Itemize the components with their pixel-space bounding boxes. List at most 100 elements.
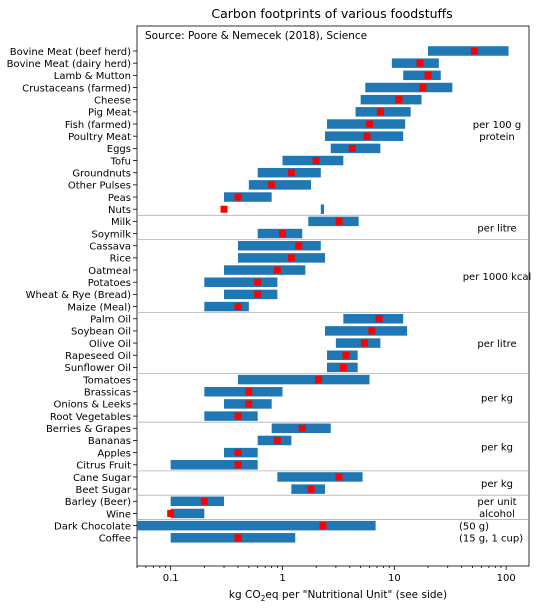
unit-group-label: per kg (481, 479, 513, 490)
median-marker-crustaceans-farmed (419, 84, 426, 91)
median-marker-berries-grapes (299, 425, 306, 432)
unit-group-label: protein (479, 132, 515, 143)
y-label-citrus-fruit: Citrus Fruit (76, 461, 131, 472)
median-marker-soybean-oil (368, 327, 375, 334)
y-label-bovine-meat-dairy-herd: Bovine Meat (dairy herd) (7, 59, 131, 70)
y-label-dark-chocolate: Dark Chocolate (54, 521, 131, 532)
median-marker-olive-oil (361, 340, 368, 347)
y-label-fish-farmed: Fish (farmed) (65, 120, 131, 131)
y-label-palm-oil: Palm Oil (90, 315, 131, 326)
y-label-oatmeal: Oatmeal (88, 266, 131, 277)
median-marker-citrus-fruit (234, 461, 241, 468)
range-bar-soybean-oil (325, 326, 407, 336)
plot-area (137, 26, 529, 566)
y-label-wine: Wine (106, 509, 131, 520)
range-bar-olive-oil (336, 338, 381, 348)
y-label-olive-oil: Olive Oil (89, 339, 131, 350)
y-label-cassava: Cassava (89, 242, 131, 253)
unit-group-label: alcohol (479, 509, 515, 520)
median-marker-soymilk (279, 230, 286, 237)
range-bar-peas (224, 192, 272, 202)
y-label-apples: Apples (97, 448, 131, 459)
range-bar-maize-meal (204, 302, 249, 312)
y-label-cane-sugar: Cane Sugar (73, 473, 132, 484)
median-marker-eggs (349, 145, 356, 152)
y-label-sunflower-oil: Sunflower Oil (65, 363, 132, 374)
range-bar-milk (308, 217, 358, 227)
median-marker-beet-sugar (308, 486, 315, 493)
y-label-eggs: Eggs (107, 144, 131, 155)
median-marker-cassava (295, 242, 302, 249)
y-label-soymilk: Soymilk (92, 229, 132, 240)
y-label-milk: Milk (111, 217, 131, 228)
x-axis-label-pre: kg CO (229, 589, 261, 601)
x-axis-label-post: eq per "Nutritional Unit" (see side) (265, 589, 447, 601)
unit-group-label: per kg (481, 442, 513, 453)
median-marker-apples (234, 449, 241, 456)
y-label-groundnuts: Groundnuts (72, 169, 131, 180)
median-marker-coffee (234, 534, 241, 541)
x-axis-label: kg CO2eq per "Nutritional Unit" (see sid… (229, 589, 447, 603)
y-label-lamb-mutton: Lamb & Mutton (54, 71, 131, 82)
range-bar-barley-beer (171, 497, 224, 507)
unit-group-label: per litre (477, 223, 516, 234)
y-label-root-vegetables: Root Vegetables (50, 412, 131, 423)
median-marker-palm-oil (376, 315, 383, 322)
median-marker-rice (288, 254, 295, 261)
median-marker-oatmeal (274, 267, 281, 274)
x-tick-label: 10 (388, 573, 401, 584)
range-bar-coffee (171, 533, 296, 543)
x-axis-ticks: 0.1 1 10 100 (137, 566, 516, 584)
median-marker-wheat-rye-bread (254, 291, 261, 298)
range-bar-cheese (361, 95, 422, 105)
median-marker-fish-farmed (366, 121, 373, 128)
median-marker-cane-sugar (335, 473, 342, 480)
x-tick-label: 0.1 (163, 573, 179, 584)
median-marker-peas (234, 194, 241, 201)
range-bar-bovine-meat-dairy-herd (392, 58, 439, 68)
y-label-poultry-meat: Poultry Meat (68, 132, 131, 143)
y-label-beet-sugar: Beet Sugar (75, 485, 131, 496)
y-label-coffee: Coffee (99, 534, 131, 545)
median-marker-other-pulses (268, 181, 275, 188)
range-bar-wheat-rye-bread (224, 290, 277, 300)
y-label-tomatoes: Tomatoes (82, 375, 131, 386)
unit-group-label: (15 g, 1 cup) (459, 534, 523, 545)
y-label-tofu: Tofu (110, 156, 131, 167)
y-label-pig-meat: Pig Meat (88, 108, 131, 119)
source-annotation: Source: Poore & Nemecek (2018), Science (145, 30, 367, 42)
median-marker-milk (335, 218, 342, 225)
range-bar-bovine-meat-beef-herd (428, 46, 509, 56)
range-bar-wine (171, 509, 205, 518)
median-marker-tofu (313, 157, 320, 164)
median-marker-wine (167, 510, 174, 517)
y-label-maize-meal: Maize (Meal) (67, 302, 131, 313)
unit-group-label: per litre (477, 339, 516, 350)
y-axis-labels: Bovine Meat (beef herd)Bovine Meat (dair… (7, 47, 137, 545)
median-marker-lamb-mutton (425, 72, 432, 79)
y-label-nuts: Nuts (108, 205, 131, 216)
range-bar-cassava (238, 241, 321, 251)
median-marker-potatoes (254, 279, 261, 286)
median-marker-root-vegetables (234, 413, 241, 420)
median-marker-onions-leeks (245, 400, 252, 407)
median-marker-nuts (221, 206, 228, 213)
range-bar-palm-oil (343, 314, 403, 324)
median-marker-bovine-meat-beef-herd (471, 48, 478, 55)
y-label-rapeseed-oil: Rapeseed Oil (65, 351, 131, 362)
median-marker-bovine-meat-dairy-herd (417, 60, 424, 67)
y-label-crustaceans-farmed: Crustaceans (farmed) (22, 83, 131, 94)
median-marker-poultry-meat (364, 133, 371, 140)
range-bar-oatmeal (224, 265, 305, 275)
range-bar-rapeseed-oil (327, 351, 358, 361)
median-marker-bananas (274, 437, 281, 444)
unit-group-label: per unit (477, 497, 516, 508)
y-label-cheese: Cheese (94, 95, 131, 106)
range-bar-rice (238, 253, 325, 263)
median-marker-pig-meat (377, 108, 384, 115)
y-label-bovine-meat-beef-herd: Bovine Meat (beef herd) (10, 47, 131, 58)
range-bar-dark-chocolate (137, 521, 376, 531)
y-label-rice: Rice (110, 254, 131, 265)
